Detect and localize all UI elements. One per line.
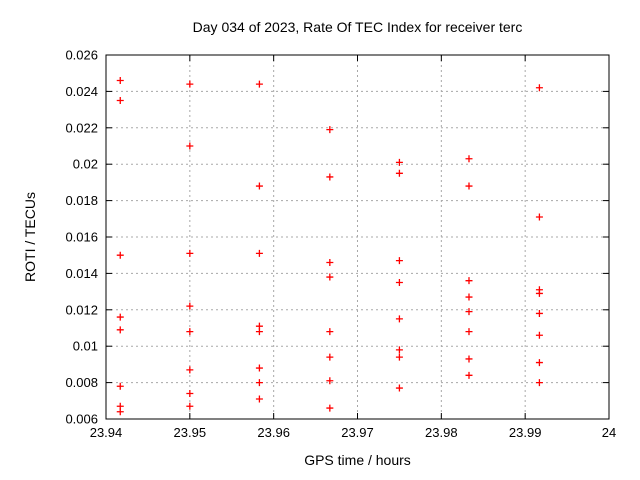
data-point-marker [116,382,124,390]
y-tick-label: 0.02 [73,157,98,172]
data-point-marker [186,249,194,257]
data-point-marker [535,359,543,367]
y-tick-label: 0.012 [65,302,98,317]
data-point-marker [465,355,473,363]
data-point-marker [116,408,124,416]
x-tick-label: 23.95 [174,425,207,440]
y-tick-label: 0.024 [65,84,98,99]
data-point-marker [465,308,473,316]
data-point-marker [465,293,473,301]
data-point-marker [255,80,263,88]
x-tick-label: 24 [602,425,616,440]
data-point-marker [326,404,334,412]
data-point-marker [326,353,334,361]
data-point-marker [116,326,124,334]
x-tick-label: 23.94 [90,425,123,440]
data-point-marker [395,346,403,354]
data-point-marker [326,273,334,281]
y-tick-label: 0.018 [65,193,98,208]
data-point-marker [465,155,473,163]
data-point-marker [395,353,403,361]
data-point-marker [395,257,403,265]
data-point-marker [255,379,263,387]
data-point-marker [255,182,263,190]
x-tick-label: 23.97 [341,425,374,440]
data-point-marker [116,97,124,104]
data-point-marker [116,313,124,321]
data-point-marker [535,289,543,297]
y-tick-label: 0.022 [65,120,98,135]
data-point-marker [465,371,473,379]
data-point-marker [186,390,194,398]
chart-title: Day 034 of 2023, Rate Of TEC Index for r… [192,19,523,35]
data-point-marker [326,173,334,181]
data-point-marker [255,249,263,257]
data-point-marker [326,126,334,134]
data-point-marker [465,277,473,285]
x-tick-label: 23.99 [509,425,542,440]
y-tick-label: 0.016 [65,230,98,245]
y-tick-label: 0.01 [73,339,98,354]
data-point-marker [535,379,543,387]
x-axis-label: GPS time / hours [304,452,411,468]
data-point-marker [116,76,124,84]
data-point-marker [535,309,543,317]
y-tick-label: 0.008 [65,375,98,390]
data-point-marker [535,213,543,221]
data-point-marker [395,384,403,392]
data-point-marker [535,331,543,339]
data-point-marker [465,328,473,336]
data-point-marker [186,328,194,336]
y-tick-label: 0.026 [65,48,98,63]
data-point-marker [116,251,124,259]
data-point-marker [186,302,194,310]
data-point-marker [186,402,194,410]
data-point-marker [395,169,403,177]
y-tick-label: 0.014 [65,266,98,281]
x-tick-label: 23.96 [257,425,290,440]
data-point-marker [326,328,334,336]
data-point-marker [186,80,194,88]
data-point-marker [395,158,403,166]
data-point-marker [255,395,263,403]
data-point-marker [535,84,543,92]
data-point-marker [395,315,403,323]
data-point-marker [186,366,194,374]
x-tick-label: 23.98 [425,425,458,440]
data-point-marker [326,258,334,266]
data-point-marker [465,182,473,190]
data-point-marker [395,279,403,286]
data-point-marker [186,142,194,150]
data-point-marker [255,328,263,336]
y-tick-label: 0.006 [65,412,98,427]
data-point-marker [326,377,334,385]
data-point-marker [255,364,263,372]
